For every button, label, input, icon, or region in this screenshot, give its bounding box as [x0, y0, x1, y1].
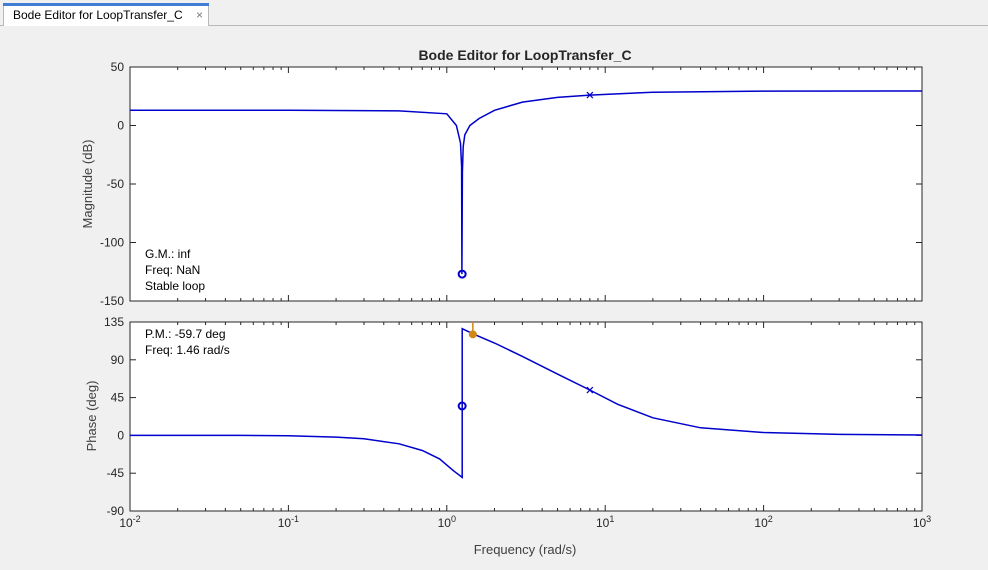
phase-ytick-label: -90: [107, 504, 125, 518]
magnitude-xticks: [129, 67, 916, 301]
gm-freq-annotation: Freq: NaN: [145, 263, 200, 277]
magnitude-zero-marker: [457, 269, 467, 279]
phase-xticks: [129, 322, 916, 511]
phase-ylabel: Phase (deg): [84, 381, 99, 452]
magnitude-markers: [457, 91, 594, 279]
frequency-xtick-label: 103: [913, 514, 931, 530]
magnitude-ytick-label: -50: [107, 177, 125, 191]
tab-active-indicator: [3, 3, 209, 6]
phase-ytick-label: 135: [104, 315, 124, 329]
phase-line: [130, 327, 923, 479]
frequency-xtick-label: 100: [438, 514, 456, 530]
frequency-xtick-label: 10-1: [278, 514, 299, 530]
pm-annotation: P.M.: -59.7 deg: [145, 327, 226, 341]
stability-annotation: Stable loop: [145, 279, 205, 293]
tab-label: Bode Editor for LoopTransfer_C: [13, 8, 183, 22]
magnitude-yticks: 50 0 -50 -100 -150: [100, 60, 922, 308]
pm-freq-annotation: Freq: 1.46 rad/s: [145, 343, 230, 357]
phase-pole-marker-stroke: [586, 386, 594, 394]
frequency-xtick-label: 102: [754, 514, 772, 530]
phase-margin-marker: [468, 330, 477, 339]
magnitude-pole-marker-stroke: [586, 91, 594, 99]
phase-ytick-label: 45: [111, 391, 125, 405]
tab-bar: Bode Editor for LoopTransfer_C ×: [0, 0, 988, 26]
phase-markers: [457, 322, 594, 411]
phase-yticks: 135 90 45 0 -45 -90: [104, 315, 922, 518]
gm-annotation: G.M.: inf: [145, 247, 191, 261]
close-icon[interactable]: ×: [195, 8, 203, 22]
magnitude-ytick-label: -100: [100, 236, 124, 250]
tab-bode-editor[interactable]: Bode Editor for LoopTransfer_C ×: [3, 3, 209, 26]
magnitude-line: [130, 90, 923, 275]
magnitude-plot-area[interactable]: [129, 66, 923, 302]
phase-ytick-label: -45: [107, 466, 125, 480]
magnitude-ytick-label: 50: [111, 60, 125, 74]
frequency-xtick-label: 10-2: [119, 514, 140, 530]
phase-plot-area[interactable]: [129, 321, 923, 512]
phase-ytick-label: 90: [111, 353, 125, 367]
phase-ytick-label: 0: [117, 428, 124, 442]
magnitude-ytick-label: -150: [100, 294, 124, 308]
magnitude-ytick-label: 0: [117, 119, 124, 133]
magnitude-axes: Magnitude (dB) 500-50-100-150 G.M.: inf …: [80, 60, 923, 308]
phase-xtick-labels: 10-2 10-1 100 101 102 103: [119, 514, 931, 530]
frequency-xtick-label: 101: [596, 514, 614, 530]
chart-title: Bode Editor for LoopTransfer_C: [418, 47, 631, 63]
magnitude-ylabel: Magnitude (dB): [80, 140, 95, 229]
frequency-xlabel: Frequency (rad/s): [474, 542, 577, 557]
phase-zero-marker: [457, 401, 467, 411]
bode-chart: Bode Editor for LoopTransfer_C Magnitude…: [80, 47, 931, 557]
